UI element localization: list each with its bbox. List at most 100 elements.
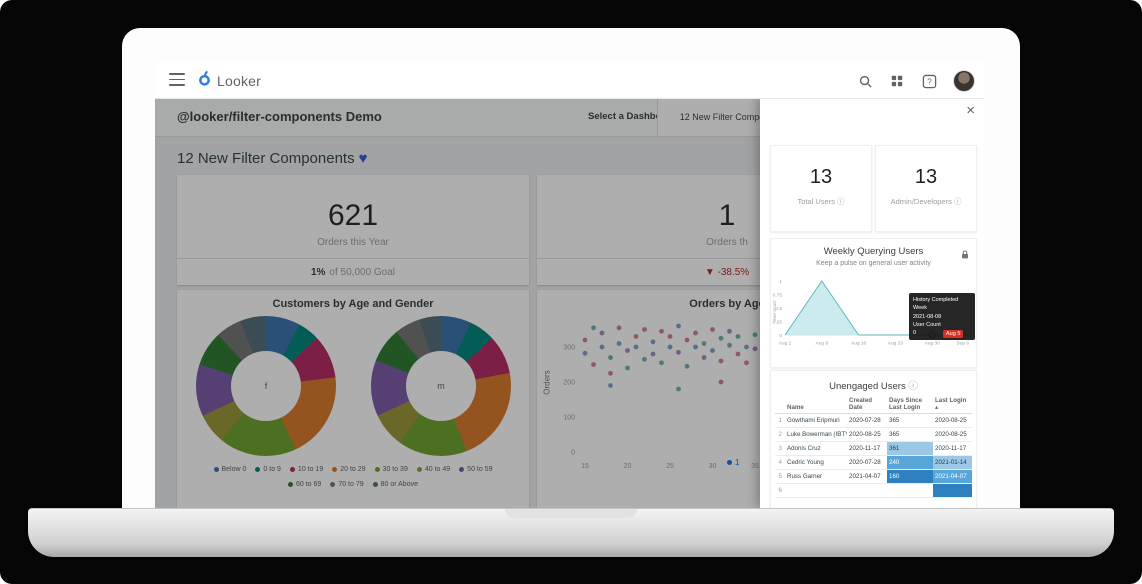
kpi-value: 621 xyxy=(327,199,379,232)
scatter-point xyxy=(608,370,613,376)
search-icon xyxy=(859,75,872,88)
weekly-area-chart[interactable]: 1 0.75 0.5 0.25 0 Aug 2 Aug 9 Aug 16 Aug 23 Aug 3… xyxy=(771,271,976,363)
x-tick-label: Aug 2 xyxy=(779,341,792,347)
legend-label: 1 xyxy=(735,458,740,467)
search-button[interactable] xyxy=(857,73,873,89)
chart-tooltip: History Completed Week 2021-08-08 User C… xyxy=(909,293,975,341)
card-subtitle: Keep a pulse on general user activity xyxy=(816,260,931,267)
kpi-label: Orders th xyxy=(706,237,748,248)
table-row: 5 Russ Garner 2021-04-07 160 2021-04-07 xyxy=(775,469,972,484)
legend-item[interactable]: 80 or Above xyxy=(372,481,418,488)
legend-swatch xyxy=(289,467,295,472)
legend-item[interactable]: 20 to 29 xyxy=(332,466,366,473)
legend-item[interactable]: 30 to 39 xyxy=(374,466,408,473)
column-header-days[interactable]: Days Since Last Login xyxy=(887,395,933,414)
kpi-delta-value: ▼ -38.5% xyxy=(704,266,750,278)
info-icon[interactable]: ⓘ xyxy=(953,197,962,206)
close-button[interactable]: × xyxy=(966,102,975,119)
scatter-legend[interactable]: 1 xyxy=(727,458,739,467)
x-tick-label: Aug 23 xyxy=(888,341,904,347)
table-cell: 2021-04-07 xyxy=(847,469,887,484)
table-row: 3 Adonis Cruz 2020-11-17 361 2020-11-17 xyxy=(775,441,972,456)
legend-label: 20 to 29 xyxy=(340,466,366,473)
y-tick-label: 0 xyxy=(779,333,782,339)
favorite-heart-icon[interactable]: ♥ xyxy=(358,150,368,167)
table-cell: 1 xyxy=(775,413,785,428)
legend-label: 10 to 19 xyxy=(297,466,324,473)
table-cell: 2020-07-28 xyxy=(847,413,887,428)
scatter-point xyxy=(582,350,588,356)
scatter-point xyxy=(659,360,664,366)
table-cell: 361 xyxy=(887,441,933,456)
legend-item[interactable]: 0 to 9 xyxy=(255,466,281,473)
table-row: 6 xyxy=(775,483,972,498)
x-tick-label: Aug 9 xyxy=(816,341,829,347)
x-tick-label: Aug 30 xyxy=(925,341,941,347)
donut-hole-label: m xyxy=(406,351,476,421)
table-cell: 2 xyxy=(775,427,785,442)
help-icon: ? xyxy=(922,74,936,88)
table-cell: Luke Bowerman (IBTY) xyxy=(785,427,847,442)
menu-button[interactable] xyxy=(169,73,185,86)
column-header-last-login[interactable]: Last Login ▴ xyxy=(933,395,972,414)
kpi-value: 13 xyxy=(914,166,938,188)
user-avatar[interactable] xyxy=(953,70,975,92)
legend-item[interactable]: 60 to 69 xyxy=(288,481,321,488)
legend-label: 0 to 9 xyxy=(263,466,281,473)
kpi-value: 13 xyxy=(809,166,833,188)
lock-icon[interactable] xyxy=(961,246,969,264)
scatter-point xyxy=(650,351,656,357)
donut-chart-female[interactable]: f xyxy=(196,316,336,456)
y-tick-label: 0.25 xyxy=(773,319,783,325)
scatter-point xyxy=(650,339,656,345)
legend-swatch xyxy=(330,482,336,487)
scatter-point xyxy=(701,355,707,360)
y-tick-label: 300 xyxy=(563,345,575,352)
scatter-point xyxy=(633,334,639,339)
info-icon[interactable]: ⓘ xyxy=(837,197,845,206)
y-tick-label: 0 xyxy=(571,450,575,457)
apps-grid-icon xyxy=(891,75,903,87)
laptop-screen-bezel: Looker xyxy=(122,28,1020,510)
scatter-point xyxy=(744,344,749,350)
looker-logo[interactable]: Looker xyxy=(197,70,261,92)
axis-hover-pill: Aug 5 xyxy=(943,330,964,338)
table-cell: Russ Garner xyxy=(785,469,847,484)
column-header-name[interactable]: Name xyxy=(785,395,847,414)
legend-swatch xyxy=(288,482,293,487)
legend-item[interactable]: 50 to 59 xyxy=(459,466,492,473)
y-tick-label: 200 xyxy=(563,380,575,387)
legend-item[interactable]: Below 0 xyxy=(213,466,247,473)
table-header-row: Name Created Date Days Since Last Login … xyxy=(775,395,972,414)
legend-swatch xyxy=(255,467,261,472)
tooltip-label: User Count xyxy=(913,321,941,328)
table-cell: 4 xyxy=(775,455,785,470)
x-tick-label: Sep 6 xyxy=(956,341,969,347)
scatter-point xyxy=(625,348,630,353)
column-header-index xyxy=(775,395,785,414)
dashboard-selector-label: Select a Dashboard xyxy=(588,111,677,122)
apps-grid-button[interactable] xyxy=(889,73,905,89)
scatter-point xyxy=(752,346,758,352)
legend-label: Below 0 xyxy=(221,466,247,473)
legend-swatch xyxy=(213,467,219,472)
table-cell: 2020-08-25 xyxy=(933,413,972,428)
x-tick-label: 30 xyxy=(709,463,717,470)
scatter-point xyxy=(608,355,613,360)
donut-chart-male[interactable]: m xyxy=(371,316,511,456)
scatter-point xyxy=(633,344,639,350)
help-button[interactable]: ? xyxy=(921,73,937,89)
info-icon[interactable]: ⓘ xyxy=(908,381,918,392)
scatter-point xyxy=(735,334,741,339)
table-cell xyxy=(887,483,933,498)
scatter-point xyxy=(727,342,732,348)
column-header-created[interactable]: Created Date xyxy=(847,395,887,414)
table-cell: 2020-08-25 xyxy=(847,427,887,442)
legend-item[interactable]: 70 to 79 xyxy=(330,481,364,488)
table-cell: 365 xyxy=(887,427,933,442)
legend-item[interactable]: 10 to 19 xyxy=(289,466,324,473)
legend-item[interactable]: 40 to 49 xyxy=(416,466,451,473)
legend-label: 40 to 49 xyxy=(424,466,451,473)
scatter-point xyxy=(718,335,724,341)
